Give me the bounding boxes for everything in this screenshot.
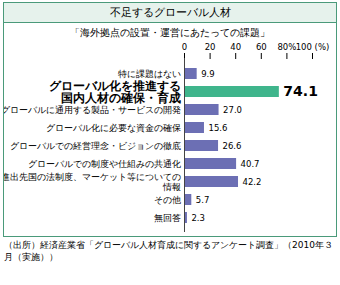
svg-text:20: 20 [205, 42, 216, 52]
svg-text:グローバルに通用する製品・サービスの開発: グローバルに通用する製品・サービスの開発 [4, 105, 181, 115]
svg-text:無回答: 無回答 [154, 213, 181, 223]
svg-text:40: 40 [230, 42, 241, 52]
svg-text:42.2: 42.2 [243, 177, 262, 187]
svg-text:グローバルでの制度や仕組みの共通化: グローバルでの制度や仕組みの共通化 [28, 159, 181, 169]
svg-text:グローバル化を推進する国内人材の確保・育成: グローバル化を推進する国内人材の確保・育成 [49, 79, 181, 106]
svg-text:5.7: 5.7 [196, 195, 210, 205]
html-text:（出所）経済産業省「グローバル人材育成に関するアンケート調査: （出所）経済産業省「グローバル人材育成に関するアンケート調査」（2010年３月（… [4, 240, 333, 262]
svg-text:0: 0 [182, 42, 187, 52]
html-text:不足するグローバル人材: 不足するグローバル人材 [109, 6, 231, 19]
svg-text:15.6: 15.6 [208, 123, 227, 133]
svg-text:特に課題はない: 特に課題はない [118, 69, 181, 79]
svg-text:74.1: 74.1 [283, 83, 318, 99]
svg-text:9.9: 9.9 [201, 69, 215, 79]
svg-text:その他: その他 [154, 195, 181, 205]
svg-text:80%: 80% [277, 42, 296, 52]
svg-text:グローバルでの経営理念・ビジョンの徹底: グローバルでの経営理念・ビジョンの徹底 [10, 141, 181, 151]
svg-text:グローバル化に必要な資金の確保: グローバル化に必要な資金の確保 [46, 123, 181, 133]
svg-text:2.3: 2.3 [191, 213, 205, 223]
svg-text:60: 60 [256, 42, 267, 52]
svg-text:100 (%): 100 (%) [296, 42, 330, 52]
html-text:「海外拠点の設置・運営にあたっての課題」: 「海外拠点の設置・運営にあたっての課題」 [70, 27, 270, 38]
svg-text:進出先国の法制度、マーケット等についての情報: 進出先国の法制度、マーケット等についての情報 [4, 172, 181, 191]
svg-text:40.7: 40.7 [241, 159, 260, 169]
svg-text:27.0: 27.0 [223, 105, 242, 115]
svg-text:26.6: 26.6 [223, 141, 242, 151]
